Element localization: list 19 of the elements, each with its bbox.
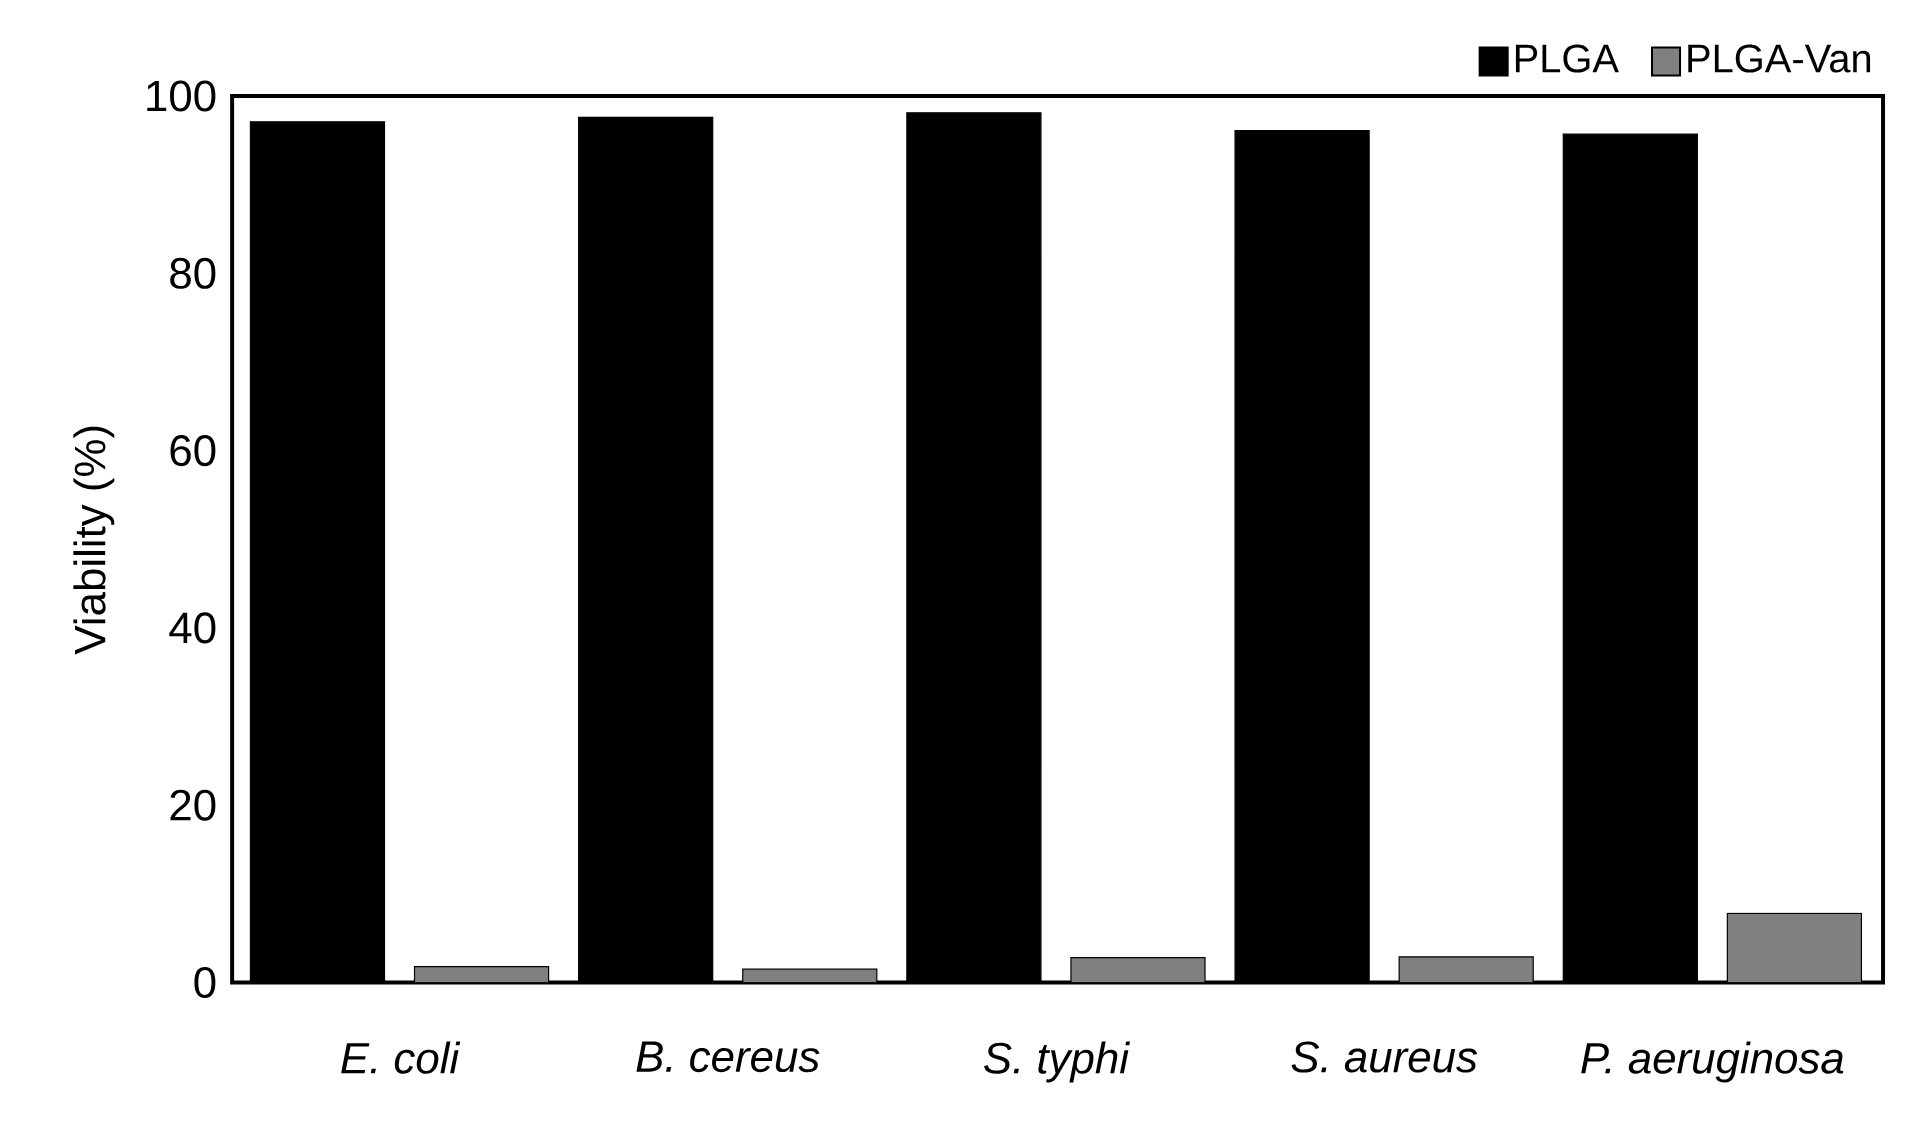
legend-label: PLGA-Van xyxy=(1688,44,1871,73)
y-axis-title: Viability (%) xyxy=(73,426,115,655)
x-tick-label: P. aeruginosa xyxy=(1581,1041,1844,1083)
y-tick-label: 80 xyxy=(170,257,216,290)
y-tick-label: 20 xyxy=(170,789,216,821)
bar xyxy=(414,966,549,983)
x-tick-label: S. typhi xyxy=(984,1041,1131,1083)
bar xyxy=(742,969,877,983)
x-tick-label: B. cereus xyxy=(636,1041,820,1073)
y-tick-label: 60 xyxy=(170,435,216,467)
legend-label: PLGA xyxy=(1515,44,1619,73)
x-tick-label: E. coli xyxy=(341,1041,461,1074)
bar xyxy=(1070,957,1206,983)
bar xyxy=(1726,912,1863,983)
bar xyxy=(1399,957,1534,983)
y-tick-label: 0 xyxy=(194,967,216,999)
x-tick-label: S. aureus xyxy=(1291,1041,1478,1073)
y-tick-label: 100 xyxy=(147,80,216,112)
y-tick-label: 40 xyxy=(169,612,216,644)
